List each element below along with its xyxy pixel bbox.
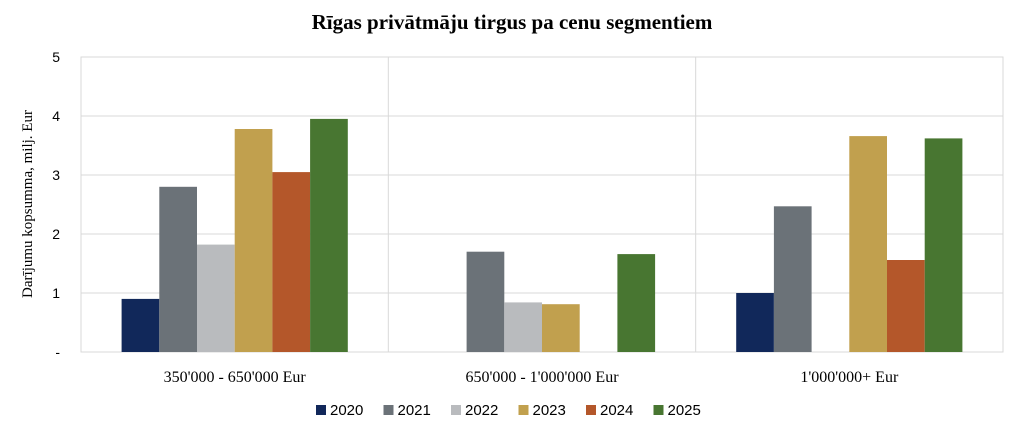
bar-2022-cat0: [197, 244, 235, 352]
legend-label-2020: 2020: [330, 402, 363, 419]
y-tick-label: 2: [52, 226, 60, 242]
y-axis-label: Darījumu kopsumma, milj. Eur: [20, 110, 36, 298]
x-category-label: 1'000'000+ Eur: [800, 369, 899, 386]
legend-swatch-2021: [383, 405, 394, 415]
chart-title: Rīgas privātmāju tirgus pa cenu segmenti…: [312, 10, 713, 34]
legend-label-2023: 2023: [533, 402, 566, 419]
y-tick-label: 1: [52, 285, 60, 301]
legend: 2020 2021 2022 2023 2024 2025: [316, 402, 701, 419]
bar-2023-cat1: [542, 304, 580, 352]
x-axis-categories: 350'000 - 650'000 Eur 650'000 - 1'000'000…: [164, 369, 899, 386]
legend-swatch-2022: [451, 405, 461, 415]
bar-2025-cat1: [617, 254, 656, 352]
legend-swatch-2025: [653, 405, 664, 415]
bar-2020-cat0: [121, 298, 160, 352]
legend-label-2021: 2021: [398, 402, 431, 419]
bar-2021-cat1: [466, 251, 505, 352]
legend-label-2024: 2024: [600, 402, 633, 419]
bar-2023-cat0: [234, 129, 273, 352]
bar-2025-cat0: [310, 118, 348, 353]
y-tick-label: 4: [52, 108, 60, 124]
legend-label-2025: 2025: [668, 402, 701, 419]
bar-2024-cat0: [272, 172, 311, 352]
bar-2023-cat2: [849, 136, 887, 352]
legend-label-2022: 2022: [465, 402, 498, 419]
y-tick-label: 3: [52, 167, 60, 183]
bar-2025-cat2: [924, 138, 963, 352]
bars: [121, 118, 963, 353]
x-category-label: 350'000 - 650'000 Eur: [164, 369, 307, 386]
y-axis-ticks: - 1 2 3 4 5: [52, 49, 60, 360]
legend-swatch-2024: [586, 405, 596, 415]
bar-2024-cat2: [887, 260, 925, 352]
legend-swatch-2020: [316, 405, 326, 415]
y-tick-label: 5: [52, 49, 60, 65]
y-tick-label: -: [55, 344, 60, 360]
bar-2021-cat2: [773, 206, 812, 352]
legend-swatch-2023: [518, 405, 529, 415]
bar-2021-cat0: [159, 186, 197, 352]
bar-2020-cat2: [736, 293, 774, 352]
bar-2022-cat1: [504, 302, 542, 352]
x-category-label: 650'000 - 1'000'000 Eur: [465, 369, 619, 386]
